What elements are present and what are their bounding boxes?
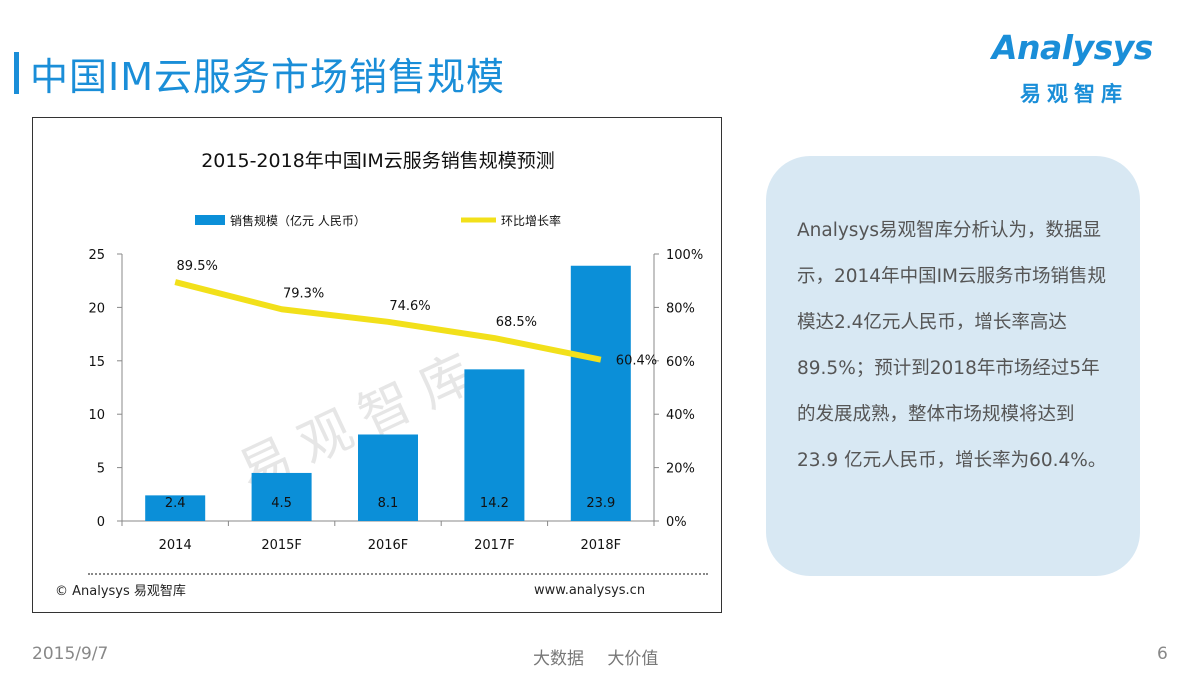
y2-tick-label: 0%	[666, 515, 687, 530]
line-value-label: 68.5%	[496, 315, 537, 330]
bar	[570, 265, 631, 521]
sales-chart: 易观智库 2015-2018年中国IM云服务销售规模预测 销售规模（亿元 人民币…	[88, 150, 703, 553]
page-number: 6	[1157, 644, 1168, 664]
logo-chinese-name: 易观智库	[1020, 82, 1128, 106]
page-title: 中国IM云服务市场销售规模	[30, 55, 505, 99]
bar	[358, 434, 418, 521]
x-tick-label: 2014	[159, 538, 192, 553]
bar-value-label: 8.1	[378, 496, 399, 511]
x-tick-label: 2017F	[474, 538, 515, 553]
y2-tick-label: 80%	[666, 301, 695, 316]
axis-ticks: 0 5 10 15 20 25 0% 20% 40% 60% 80% 100% 2014 2015F 201…	[88, 248, 703, 553]
chart-copyright: © Analysys 易观智库	[55, 584, 186, 599]
y2-tick-label: 40%	[666, 408, 695, 423]
bar	[145, 495, 206, 521]
data-labels: 2.4 4.5 8.1 14.2 23.9 89.5% 79.3% 74.6% 68.5% 60.…	[165, 259, 657, 511]
logo-wordmark: Analysys	[992, 28, 1153, 67]
y-tick-label: 5	[97, 462, 105, 477]
chart-title: 2015-2018年中国IM云服务销售规模预测	[201, 150, 555, 172]
footer-divider	[88, 573, 708, 575]
chart-source-url[interactable]: www.analysys.cn	[534, 583, 646, 598]
bar-series	[145, 265, 631, 521]
bar-value-label: 23.9	[586, 496, 615, 511]
bar	[464, 369, 525, 521]
bar-value-label: 14.2	[480, 496, 509, 511]
legend-bar-swatch	[195, 215, 225, 225]
y-tick-label: 0	[97, 515, 105, 530]
line-value-label: 89.5%	[177, 259, 218, 274]
line-value-label: 74.6%	[389, 299, 430, 314]
analysys-logo: Analysys 易观智库	[992, 28, 1172, 108]
y2-tick-label: 100%	[666, 248, 703, 263]
bar	[251, 472, 312, 521]
line-value-label: 60.4%	[616, 354, 657, 369]
analysis-text: Analysys易观智库分析认为，数据显示，2014年中国IM云服务市场销售规模…	[797, 220, 1107, 471]
y-tick-label: 20	[88, 301, 105, 316]
x-tick-label: 2015F	[261, 538, 302, 553]
slide-slogan: 大数据 大价值	[533, 649, 659, 669]
title-accent-bar	[14, 52, 19, 94]
x-tick-label: 2016F	[368, 538, 409, 553]
slide-date: 2015/9/7	[32, 644, 109, 664]
y2-tick-label: 60%	[666, 355, 695, 370]
legend-line-label: 环比增长率	[501, 213, 561, 228]
y-tick-label: 15	[88, 355, 105, 370]
y-tick-label: 25	[88, 248, 105, 263]
chart-frame: 易观智库 2015-2018年中国IM云服务销售规模预测 销售规模（亿元 人民币…	[32, 117, 722, 613]
bar-value-label: 4.5	[271, 496, 292, 511]
growth-rate-line	[174, 279, 602, 363]
analysis-callout: Analysys易观智库分析认为，数据显示，2014年中国IM云服务市场销售规模…	[766, 156, 1140, 576]
x-tick-label: 2018F	[581, 538, 622, 553]
y2-tick-label: 20%	[666, 462, 695, 477]
bar-value-label: 2.4	[165, 496, 186, 511]
legend-bar-label: 销售规模（亿元 人民币）	[230, 213, 366, 228]
y-tick-label: 10	[88, 408, 105, 423]
line-value-label: 79.3%	[283, 286, 324, 301]
